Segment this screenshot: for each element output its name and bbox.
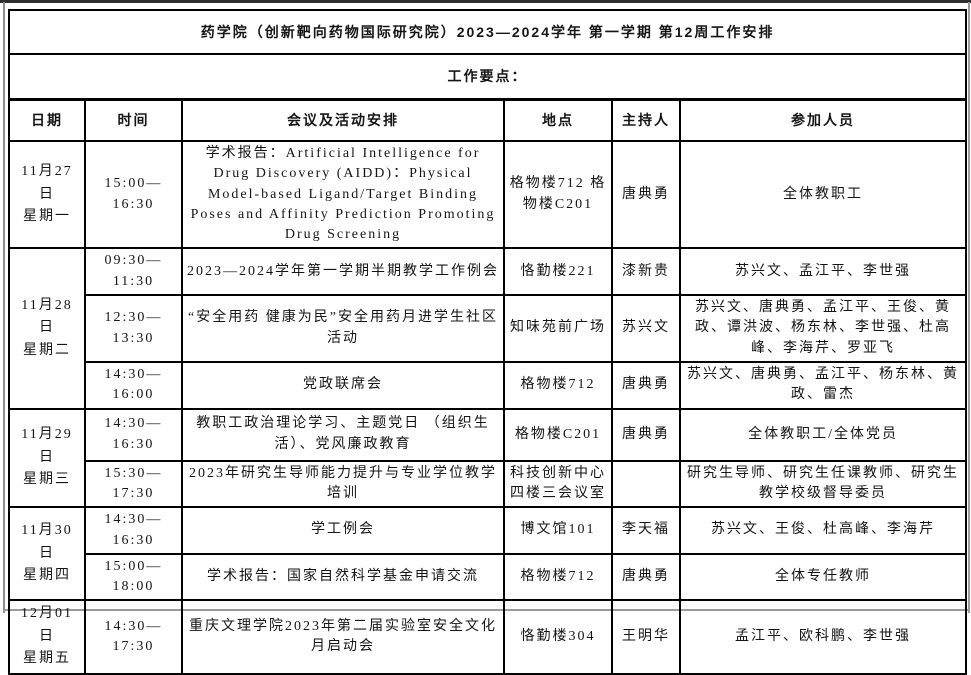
weekday-text: 星期五 xyxy=(23,651,71,667)
col-header-location: 地点 xyxy=(503,97,613,142)
page-right-edge xyxy=(968,2,970,613)
date-cell-fri: 12月01日 星期五 xyxy=(8,599,86,675)
col-header-activity: 会议及活动安排 xyxy=(181,97,505,142)
activity-cell: 党政联席会 xyxy=(181,361,505,410)
table-row: 15:30—17:30 2023年研究生导师能力提升与专业学位教学培训 科技创新… xyxy=(9,459,968,509)
table-row: 11月30日 星期四 14:30—16:30 学工例会 博文馆101 李天福 苏… xyxy=(8,506,968,602)
host-cell xyxy=(611,459,681,509)
activity-cell: 学工例会 xyxy=(181,506,505,555)
weekly-schedule-table: 药学院（创新靶向药物国际研究院）2023—2024学年 第一学期 第12周工作安… xyxy=(7,9,968,675)
page-title: 药学院（创新靶向药物国际研究院）2023—2024学年 第一学期 第12周工作安… xyxy=(7,9,968,55)
activity-cell: 2023年研究生导师能力提升与专业学位教学培训 xyxy=(181,459,505,509)
work-notes-label: 工作要点： xyxy=(7,53,968,100)
col-header-host: 主持人 xyxy=(611,97,681,142)
time-cell: 14:30—16:30 xyxy=(84,506,183,555)
table-row: 11月29日 星期三 14:30—16:30 教职工政治理论学习、主题党日 （组… xyxy=(8,407,968,509)
participants-cell: 研究生导师、研究生任课教师、研究生教学校级督导委员 xyxy=(678,459,968,509)
table-row: 11月28日 星期二 09:30—11:30 2023—2024学年第一学期半期… xyxy=(8,247,968,410)
date-text: 12月01日 xyxy=(21,606,73,644)
location-cell: 科技创新中心四楼三会议室 xyxy=(503,459,613,509)
host-cell: 唐典勇 xyxy=(611,139,681,250)
weekday-text: 星期一 xyxy=(23,208,71,224)
date-cell-wed: 11月29日 星期三 xyxy=(8,407,86,509)
time-cell: 15:00—18:00 xyxy=(84,552,183,602)
participants-cell: 全体教职工 xyxy=(678,139,968,250)
activity-cell: 学术报告：Artificial Intelligence for Drug Di… xyxy=(181,139,505,250)
participants-cell: 苏兴文、王俊、杜高峰、李海芹 xyxy=(678,506,968,555)
host-cell: 漆新贵 xyxy=(611,247,681,297)
weekday-text: 星期二 xyxy=(23,342,71,358)
participants-cell: 苏兴文、孟江平、李世强 xyxy=(678,247,968,297)
activity-cell: 学术报告：国家自然科学基金申请交流 xyxy=(181,552,505,602)
time-cell: 14:30—16:00 xyxy=(84,361,183,410)
date-text: 11月29日 xyxy=(21,427,73,465)
weekday-text: 星期四 xyxy=(23,568,71,584)
table-row: 12月01日 星期五 14:30—17:30 重庆文理学院2023年第二届实验室… xyxy=(8,599,968,675)
time-cell: 14:30—16:30 xyxy=(84,407,183,462)
location-cell: 格物楼712 格物楼C201 xyxy=(503,139,613,250)
participants-cell: 全体专任教师 xyxy=(678,552,968,602)
time-cell: 09:30—11:30 xyxy=(84,247,183,297)
host-cell: 苏兴文 xyxy=(611,294,681,364)
participants-cell: 苏兴文、唐典勇、孟江平、杨东林、黄政、雷杰 xyxy=(678,361,968,410)
location-cell: 格物楼712 xyxy=(503,552,613,602)
date-cell-thu: 11月30日 星期四 xyxy=(8,506,86,602)
weekday-text: 星期三 xyxy=(23,472,71,488)
table-row: 14:30—16:00 党政联席会 格物楼712 唐典勇 苏兴文、唐典勇、孟江平… xyxy=(9,361,968,410)
col-header-participants: 参加人员 xyxy=(678,97,968,142)
time-cell: 15:00—16:30 xyxy=(84,139,183,250)
date-cell-tue: 11月28日 星期二 xyxy=(8,247,86,410)
participants-cell: 苏兴文、唐典勇、孟江平、王俊、黄政、谭洪波、杨东林、李世强、杜高峰、李海芹、罗亚… xyxy=(678,294,968,364)
location-cell: 恪勤楼304 xyxy=(503,599,613,675)
col-header-date: 日期 xyxy=(8,97,86,142)
date-text: 11月30日 xyxy=(21,523,73,561)
col-header-time: 时间 xyxy=(84,97,183,142)
table-row: 15:00—18:00 学术报告：国家自然科学基金申请交流 格物楼712 唐典勇… xyxy=(9,552,968,602)
time-cell: 12:30—13:30 xyxy=(84,294,183,364)
page-left-edge xyxy=(3,2,5,613)
location-cell: 博文馆101 xyxy=(503,506,613,555)
date-cell-mon: 11月27日 星期一 xyxy=(8,139,86,250)
header-row: 日期 时间 会议及活动安排 地点 主持人 参加人员 xyxy=(8,97,968,142)
time-cell: 14:30—17:30 xyxy=(84,599,183,675)
table-row: 11月27日 星期一 15:00—16:30 学术报告：Artificial I… xyxy=(8,139,968,250)
activity-cell: “安全用药 健康为民”安全用药月进学生社区活动 xyxy=(181,294,505,364)
activity-cell: 教职工政治理论学习、主题党日 （组织生活）、党风廉政教育 xyxy=(181,407,505,462)
location-cell: 知味苑前广场 xyxy=(503,294,613,364)
page-top-edge xyxy=(0,0,971,3)
activity-cell: 重庆文理学院2023年第二届实验室安全文化月启动会 xyxy=(181,599,505,675)
host-cell: 王明华 xyxy=(611,599,681,675)
time-cell: 15:30—17:30 xyxy=(84,459,183,509)
participants-cell: 全体教职工/全体党员 xyxy=(678,407,968,462)
host-cell: 唐典勇 xyxy=(611,361,681,410)
location-cell: 格物楼C201 xyxy=(503,407,613,462)
date-text: 11月28日 xyxy=(21,297,73,336)
host-cell: 李天福 xyxy=(611,506,681,555)
host-cell: 唐典勇 xyxy=(611,552,681,602)
date-text: 11月27日 xyxy=(21,164,73,202)
location-cell: 格物楼712 xyxy=(503,361,613,410)
table-row: 12:30—13:30 “安全用药 健康为民”安全用药月进学生社区活动 知味苑前… xyxy=(9,294,968,364)
activity-cell: 2023—2024学年第一学期半期教学工作例会 xyxy=(181,247,505,297)
participants-cell: 孟江平、欧科鹏、李世强 xyxy=(678,599,968,675)
location-cell: 恪勤楼221 xyxy=(503,247,613,297)
host-cell: 唐典勇 xyxy=(611,407,681,462)
